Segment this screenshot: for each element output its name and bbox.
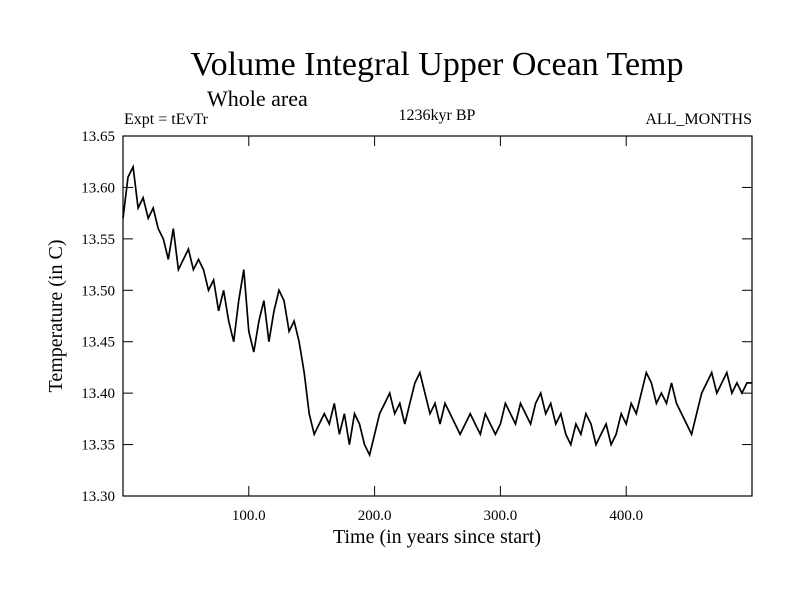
experiment-label: Expt = tEvTr <box>124 111 209 128</box>
y-tick-label: 13.65 <box>81 129 115 145</box>
x-tick-label: 400.0 <box>609 508 643 524</box>
y-tick-label: 13.60 <box>81 180 115 196</box>
x-tick-label: 100.0 <box>232 508 266 524</box>
months-label: ALL_MONTHS <box>645 111 752 128</box>
y-tick-label: 13.45 <box>81 335 115 351</box>
y-tick-label: 13.55 <box>81 232 115 248</box>
plot-frame <box>122 135 753 497</box>
x-axis-ticks: 100.0 200.0 300.0 400.0 <box>232 136 643 524</box>
y-axis-label: Temperature (in C) <box>45 240 67 393</box>
chart-title: Volume Integral Upper Ocean Temp <box>191 46 684 83</box>
x-tick-label: 300.0 <box>484 508 518 524</box>
temperature-series-line <box>122 163 752 458</box>
x-tick-label: 200.0 <box>358 508 392 524</box>
y-tick-label: 13.50 <box>81 283 115 299</box>
chart-subtitle: Whole area <box>207 86 308 111</box>
y-tick-label: 13.40 <box>81 386 115 402</box>
x-axis-label: Time (in years since start) <box>333 526 541 548</box>
y-tick-label: 13.30 <box>81 489 115 505</box>
period-label: 1236kyr BP <box>399 107 476 124</box>
y-tick-label: 13.35 <box>81 438 115 454</box>
y-axis-ticks: 13.30 13.35 13.40 13.45 13.50 13.55 13.60 13.65 <box>81 129 752 505</box>
